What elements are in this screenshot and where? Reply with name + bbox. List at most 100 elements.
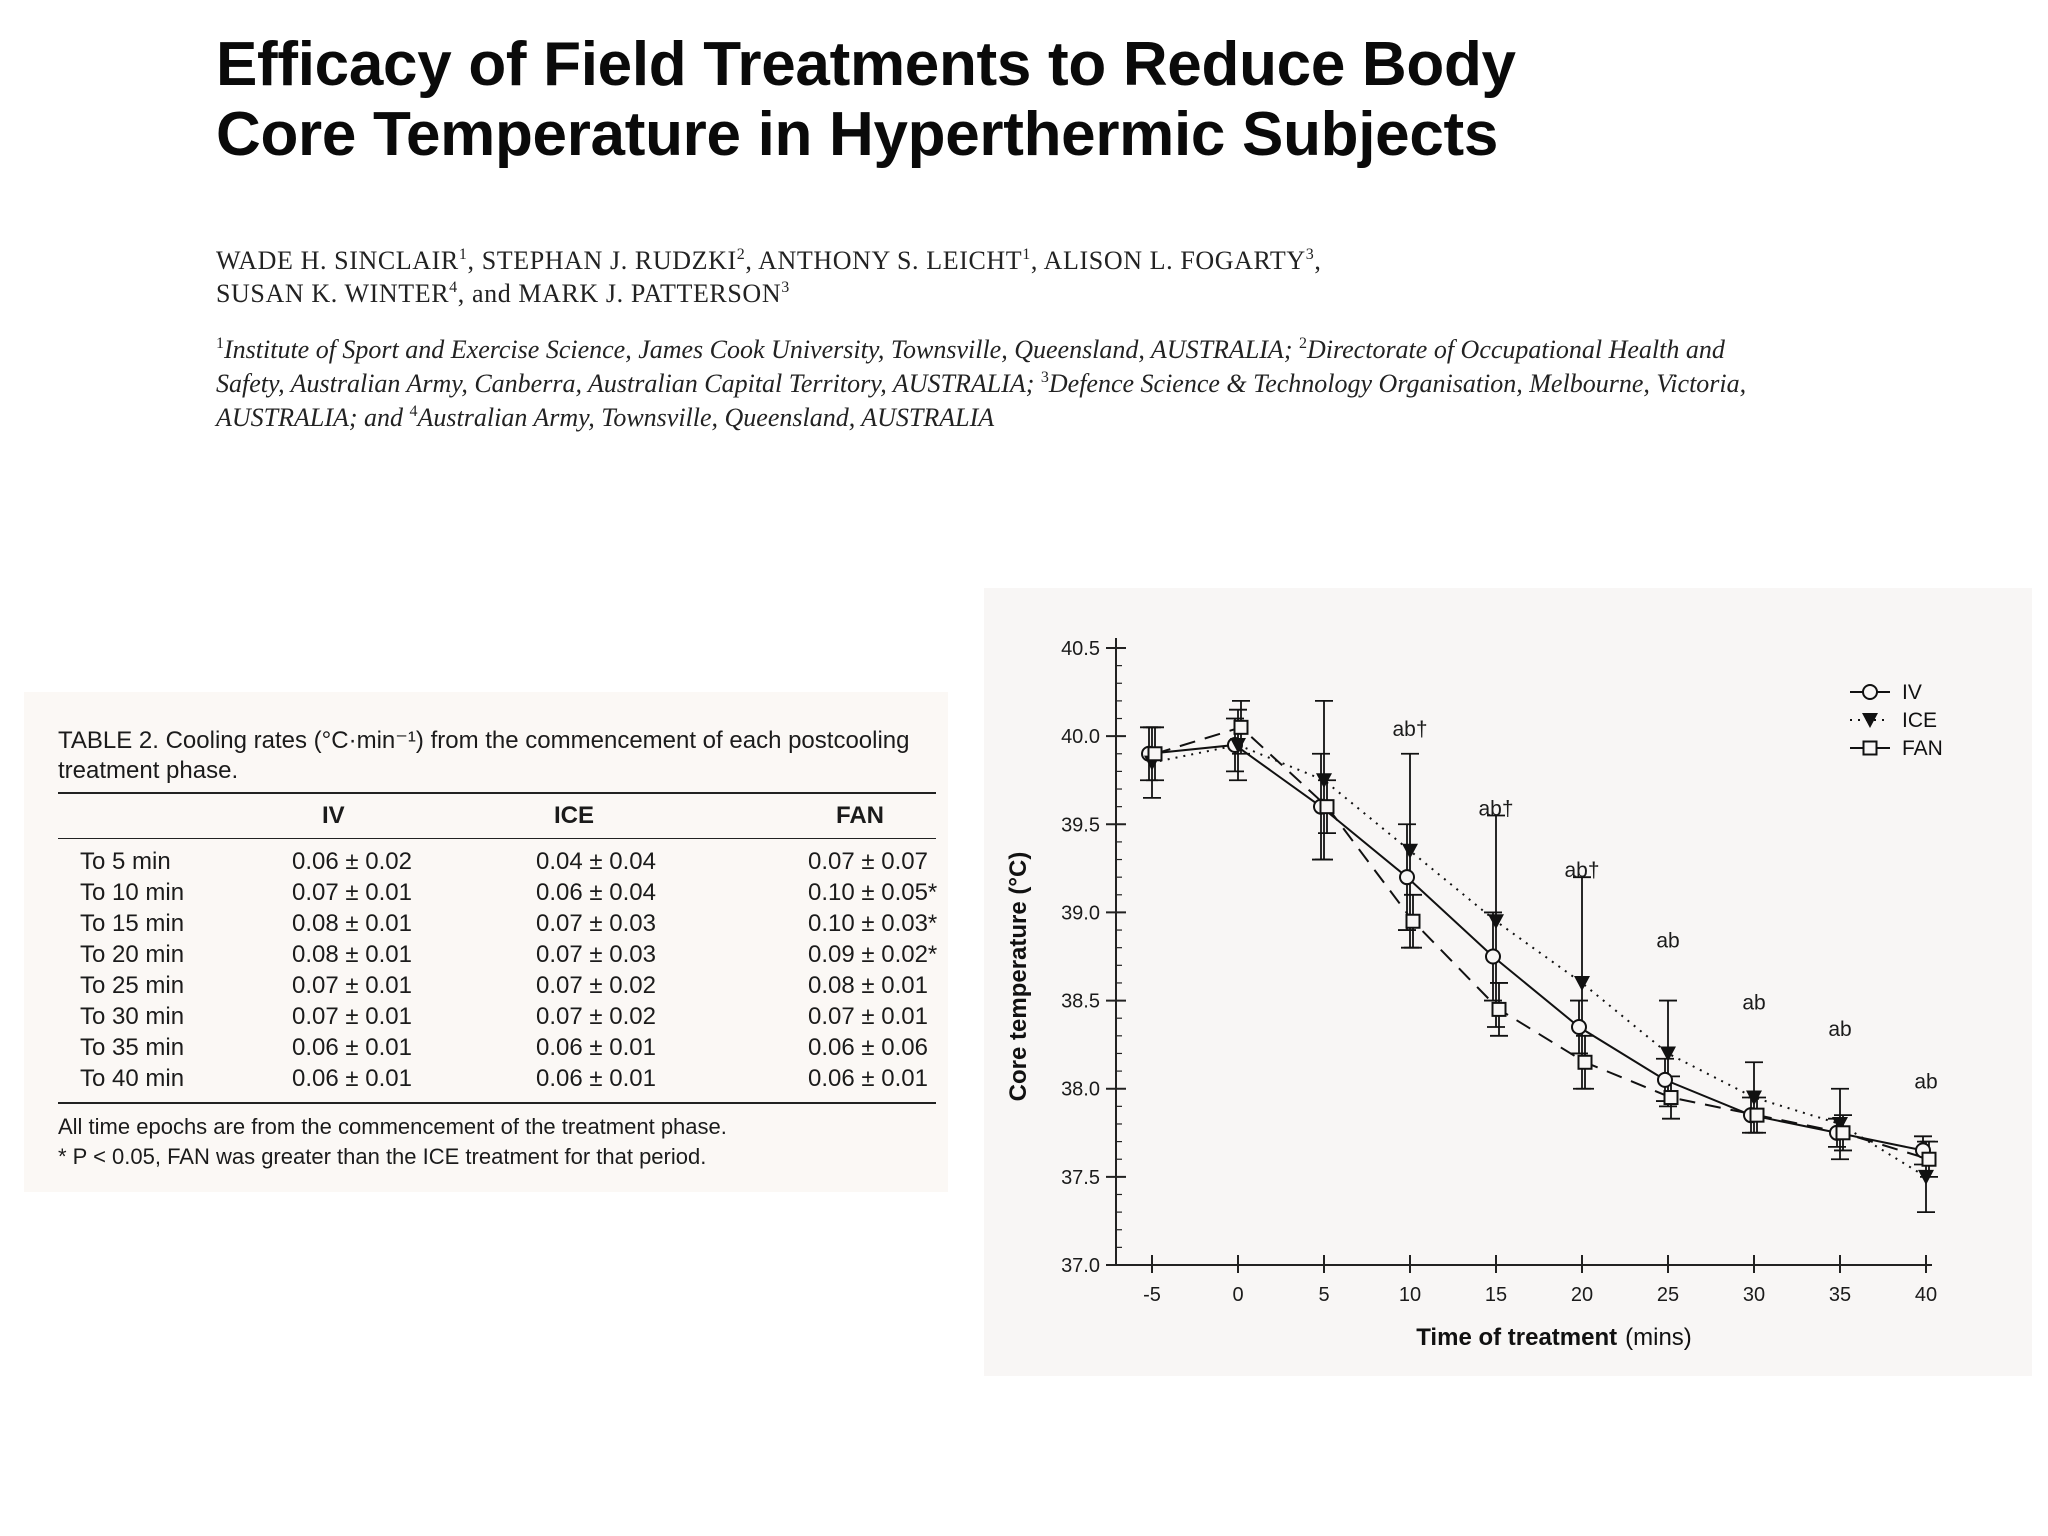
legend-label-ice: ICE [1902, 709, 1937, 732]
data-point-ice [1746, 1090, 1762, 1106]
affiliations: 1Institute of Sport and Exercise Science… [216, 335, 1747, 432]
data-point-ice [1918, 1169, 1934, 1185]
table-2-panel: TABLE 2. Cooling rates (°C·min⁻¹) from t… [24, 692, 948, 1192]
author-affil-mark: 3 [781, 279, 790, 296]
core-temperature-chart: 37.0 37.5 38.0 38.5 39.0 39.5 40.0 40.5 -5 0 5 10 15… [1005, 638, 1943, 1351]
legend-label-fan: FAN [1902, 737, 1943, 760]
table-bottom-rule [58, 1102, 936, 1104]
data-point-fan [1147, 746, 1163, 762]
x-tick-label: 15 [1485, 1284, 1507, 1306]
legend-label-iv: IV [1902, 681, 1922, 704]
x-tick-label: 10 [1399, 1284, 1421, 1306]
data-point-ice [1488, 914, 1504, 930]
data-point-fan [1491, 1001, 1507, 1017]
data-point-fan [1233, 719, 1249, 735]
significance-label: ab [1914, 1071, 1937, 1094]
table-row: To 40 min 0.06 ± 0.01 0.06 ± 0.01 0.06 ± 0.… [80, 1065, 928, 1092]
data-point-ice [1660, 1046, 1676, 1062]
x-tick-label: 40 [1915, 1284, 1937, 1306]
data-point-fan [1921, 1151, 1937, 1167]
author-name: ANTHONY S. LEICHT [758, 246, 1023, 275]
author-line-2: SUSAN K. WINTER4, and MARK J. PATTERSON3 [216, 279, 790, 308]
x-tick-label: 5 [1318, 1284, 1329, 1306]
y-tick-label: 37.5 [1061, 1167, 1100, 1189]
figure-panel: 37.0 37.5 38.0 38.5 39.0 39.5 40.0 40.5 -5 0 5 10 15… [984, 588, 2032, 1376]
table-row: To 10 min 0.07 ± 0.01 0.06 ± 0.04 0.10 ± 0.… [80, 879, 938, 906]
affiliation: Defence Science & Technology Organisatio… [216, 369, 1747, 432]
author-affil-mark: 1 [1022, 246, 1031, 263]
x-tick-label: 0 [1232, 1284, 1243, 1306]
table-row: To 20 min 0.08 ± 0.01 0.07 ± 0.03 0.09 ± 0.… [80, 941, 938, 968]
x-tick-label: 35 [1829, 1284, 1851, 1306]
author-name: WADE H. SINCLAIR [216, 246, 459, 275]
table-row: To 35 min 0.06 ± 0.01 0.06 ± 0.01 0.06 ± 0.… [80, 1034, 928, 1061]
significance-label: ab [1656, 930, 1679, 953]
affiliation: Institute of Sport and Exercise Science,… [224, 335, 1299, 364]
significance-label: ab† [1478, 797, 1513, 820]
data-point-ice [1574, 975, 1590, 991]
data-point-ice [1832, 1116, 1848, 1132]
x-tick-label: 20 [1571, 1284, 1593, 1306]
data-point-ice [1316, 773, 1332, 789]
data-point-ice [1402, 843, 1418, 859]
significance-label: ab [1742, 991, 1765, 1014]
author-affil-mark: 1 [458, 246, 468, 263]
author-name: STEPHAN J. RUDZKI [481, 246, 737, 275]
paper-title: Efficacy of Field Treatments to Reduce B… [216, 30, 1816, 170]
author-name: SUSAN K. WINTER [216, 279, 450, 308]
legend-marker-fan [1862, 740, 1878, 756]
x-tick-label: 25 [1657, 1284, 1679, 1306]
data-point-fan [1319, 799, 1335, 815]
table-footnote: All time epochs are from the commencemen… [58, 1114, 727, 1139]
author-affil-mark: 4 [449, 279, 458, 296]
affiliation: Directorate of Occupational Health and S… [216, 335, 1725, 398]
author-name: MARK J. PATTERSON [518, 279, 782, 308]
table-row: To 25 min 0.07 ± 0.01 0.07 ± 0.02 0.08 ± 0.… [80, 972, 928, 999]
data-point-fan [1577, 1054, 1593, 1070]
data-point-iv [1399, 869, 1415, 886]
significance-label: ab† [1392, 718, 1427, 741]
table-top-rule [58, 792, 936, 794]
y-tick-label: 40.5 [1061, 638, 1100, 660]
y-tick-label: 40.0 [1061, 726, 1100, 748]
x-tick-label: 30 [1743, 1284, 1765, 1306]
author-name: ALISON L. FOGARTY [1043, 246, 1306, 275]
legend-marker-iv [1862, 684, 1878, 700]
series-line-fan [1154, 726, 1930, 1161]
x-axis-title: Time of treatment (mins) [1416, 1324, 1692, 1351]
series-line-ice [1151, 743, 1927, 1178]
affiliation: Australian Army, Townsville, Queensland,… [417, 403, 995, 432]
y-tick-label: 38.5 [1061, 991, 1100, 1013]
data-point-iv [1485, 948, 1501, 965]
author-affil-mark: 2 [736, 246, 746, 263]
table-footnote-significance: * P < 0.05, FAN was greater than the ICE… [58, 1144, 707, 1169]
title-line-1: Efficacy of Field Treatments to Reduce B… [216, 30, 1516, 99]
y-tick-label: 37.0 [1061, 1255, 1100, 1277]
col-header-ice: ICE [554, 802, 595, 829]
table-header-rule [58, 838, 936, 839]
significance-label: ab [1828, 1018, 1851, 1041]
table-row: To 30 min 0.07 ± 0.01 0.07 ± 0.02 0.07 ± 0.… [80, 1003, 928, 1030]
table-row: To 15 min 0.08 ± 0.01 0.07 ± 0.03 0.10 ± 0.… [80, 910, 938, 937]
y-tick-label: 39.0 [1061, 902, 1100, 924]
author-line-1: WADE H. SINCLAIR1, STEPHAN J. RUDZKI2, A… [216, 246, 1322, 275]
data-point-iv [1657, 1071, 1673, 1088]
data-point-iv [1571, 1019, 1587, 1036]
data-point-fan [1749, 1107, 1765, 1123]
title-line-2: Core Temperature in Hyperthermic Subject… [216, 100, 1499, 169]
table-caption: TABLE 2. Cooling rates (°C·min⁻¹) from t… [58, 727, 910, 784]
col-header-fan: FAN [836, 802, 884, 829]
data-point-fan [1835, 1125, 1851, 1141]
series-line-iv [1148, 743, 1924, 1152]
table-row: To 5 min 0.06 ± 0.02 0.04 ± 0.04 0.07 ± 0.0… [80, 848, 928, 875]
y-tick-label: 39.5 [1061, 814, 1100, 836]
significance-label: ab† [1564, 859, 1599, 882]
legend-marker-ice [1862, 713, 1878, 728]
data-point-ice [1230, 737, 1246, 753]
data-point-fan [1663, 1090, 1679, 1106]
col-header-iv: IV [322, 802, 345, 829]
author-affil-mark: 3 [1305, 246, 1315, 263]
y-axis-title: Core temperature (°C) [1005, 852, 1032, 1102]
author-list: WADE H. SINCLAIR1, STEPHAN J. RUDZKI2, A… [216, 244, 1816, 310]
y-tick-label: 38.0 [1061, 1079, 1100, 1101]
